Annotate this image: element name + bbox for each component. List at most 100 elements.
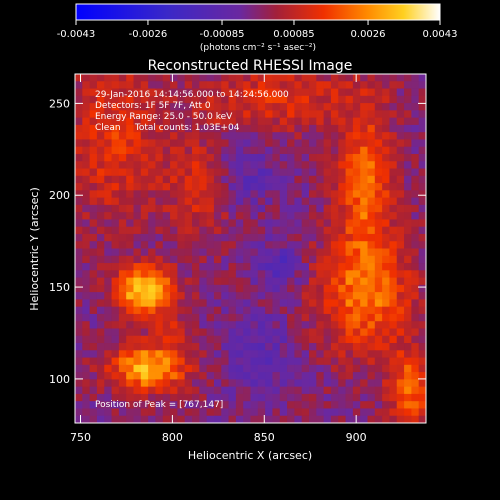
heatmap-cell <box>199 299 208 308</box>
heatmap-cell <box>155 153 164 162</box>
heatmap-cell <box>294 393 303 402</box>
heatmap-cell <box>330 183 339 191</box>
heatmap-cell <box>235 124 244 133</box>
heatmap-cell <box>111 161 120 169</box>
heatmap-cell <box>148 335 156 344</box>
heatmap-cell <box>418 255 427 264</box>
heatmap-cell <box>396 321 405 329</box>
heatmap-cell <box>184 393 193 402</box>
heatmap-cell <box>148 306 156 315</box>
heatmap-cell <box>374 110 383 119</box>
heatmap-cell <box>294 284 303 293</box>
heatmap-cell <box>257 306 266 315</box>
heatmap-cell <box>155 335 164 344</box>
heatmap-cell <box>272 161 281 169</box>
heatmap-cell <box>111 110 120 119</box>
heatmap-cell <box>309 233 317 242</box>
heatmap-cell <box>184 153 193 162</box>
heatmap-cell <box>170 292 178 300</box>
heatmap-cell <box>374 204 383 213</box>
heatmap-cell <box>126 408 134 417</box>
heatmap-cell <box>243 103 251 111</box>
heatmap-cell <box>75 292 83 300</box>
heatmap-cell <box>352 219 361 228</box>
heatmap-cell <box>404 255 412 264</box>
heatmap-cell <box>272 146 281 155</box>
heatmap-cell <box>75 95 83 104</box>
heatmap-cell <box>330 241 339 249</box>
heatmap-cell <box>206 335 215 344</box>
heatmap-cell <box>133 88 142 97</box>
heatmap-cell <box>418 313 427 322</box>
heatmap-cell <box>294 153 303 162</box>
heatmap-cell <box>389 88 398 97</box>
heatmap-cell <box>250 88 259 97</box>
heatmap-cell <box>345 132 354 140</box>
heatmap-cell <box>396 299 405 308</box>
heatmap-cell <box>213 146 222 155</box>
heatmap-cell <box>404 284 412 293</box>
heatmap-cell <box>257 103 266 111</box>
heatmap-cell <box>199 233 208 242</box>
heatmap-cell <box>323 219 332 228</box>
heatmap-cell <box>221 277 229 286</box>
heatmap-cell <box>192 226 200 235</box>
heatmap-cell <box>140 335 149 344</box>
heatmap-cell <box>301 292 310 300</box>
heatmap-cell <box>418 379 427 388</box>
heatmap-cell <box>104 255 112 264</box>
heatmap-cell <box>126 343 134 351</box>
heatmap-cell <box>192 95 200 104</box>
heatmap-cell <box>89 284 98 293</box>
heatmap-cell <box>367 233 376 242</box>
heatmap-cell <box>89 117 98 126</box>
heatmap-cell <box>96 146 105 155</box>
heatmap-cell <box>360 197 368 206</box>
heatmap-cell <box>301 219 310 228</box>
heatmap-cell <box>89 372 98 380</box>
heatmap-cell <box>323 364 332 373</box>
heatmap-cell <box>228 350 237 358</box>
heatmap-cell <box>192 139 200 148</box>
heatmap-cell <box>301 233 310 242</box>
heatmap-cell <box>170 321 178 329</box>
heatmap-cell <box>192 204 200 213</box>
heatmap-cell <box>199 292 208 300</box>
colorbar-tick-label: 0.00085 <box>273 29 314 40</box>
heatmap-cell <box>126 393 134 402</box>
heatmap-cell <box>265 401 273 409</box>
heatmap-cell <box>367 263 376 271</box>
heatmap-cell <box>206 124 215 133</box>
heatmap-cell <box>199 81 208 89</box>
heatmap-cell <box>96 372 105 380</box>
heatmap-cell <box>213 153 222 162</box>
heatmap-cell <box>170 263 178 271</box>
heatmap-cell <box>75 372 83 380</box>
heatmap-cell <box>206 88 215 97</box>
heatmap-cell <box>206 328 215 337</box>
heatmap-cell <box>404 306 412 315</box>
heatmap-cell <box>213 226 222 235</box>
heatmap-cell <box>330 284 339 293</box>
heatmap-cell <box>418 401 427 409</box>
heatmap-cell <box>374 233 383 242</box>
heatmap-cell <box>228 117 237 126</box>
heatmap-cell <box>192 408 200 417</box>
heatmap-cell <box>404 321 412 329</box>
heatmap-cell <box>118 204 127 213</box>
heatmap-cell <box>140 255 149 264</box>
heatmap-cell <box>243 233 251 242</box>
heatmap-cell <box>89 350 98 358</box>
heatmap-cell <box>243 255 251 264</box>
heatmap-cell <box>118 233 127 242</box>
heatmap-cell <box>404 103 412 111</box>
heatmap-cell <box>338 328 346 337</box>
heatmap-cell <box>301 299 310 308</box>
heatmap-cell <box>294 328 303 337</box>
heatmap-cell <box>257 415 266 424</box>
heatmap-cell <box>265 292 273 300</box>
heatmap-cell <box>265 226 273 235</box>
heatmap-cell <box>75 386 83 395</box>
heatmap-cell <box>177 183 186 191</box>
heatmap-cell <box>360 146 368 155</box>
